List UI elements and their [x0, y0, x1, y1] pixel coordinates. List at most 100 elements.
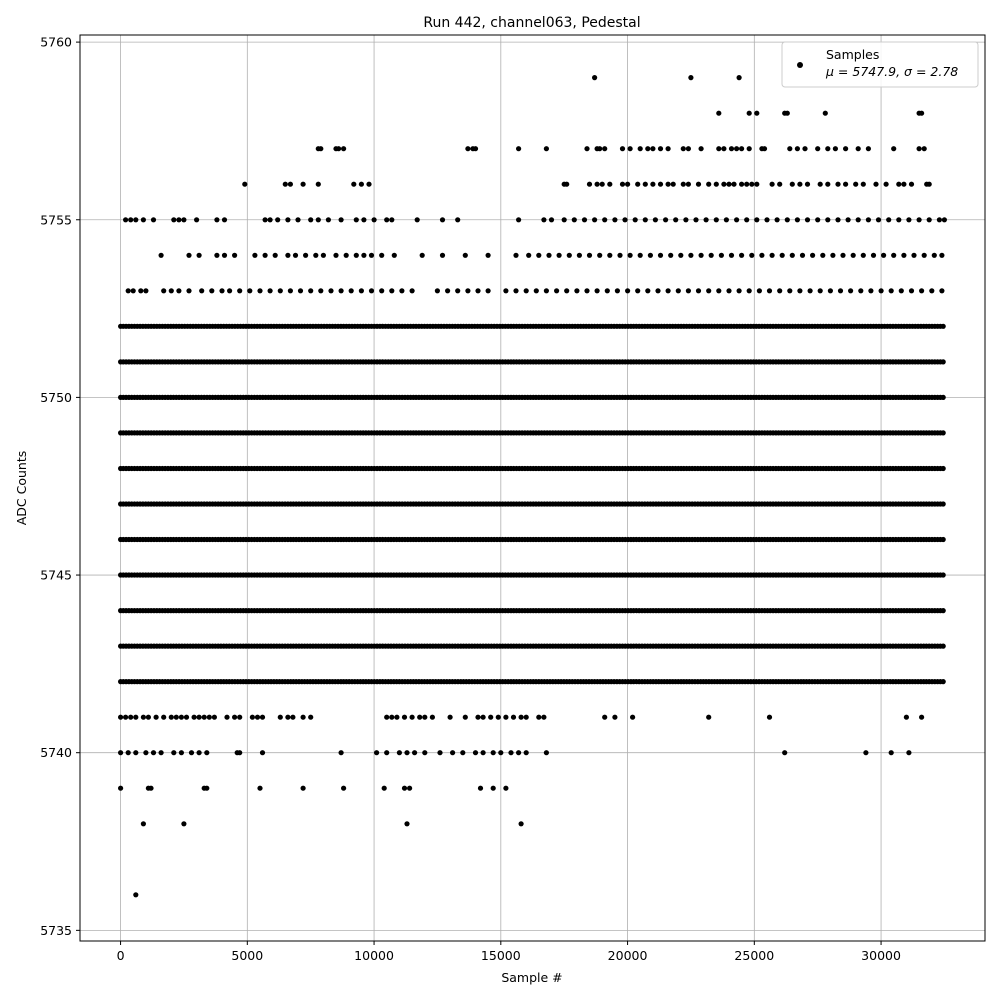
legend: Samples μ = 5747.9, σ = 2.78	[781, 41, 979, 88]
sample-point	[921, 252, 927, 258]
sample-point	[348, 288, 354, 294]
sample-point	[145, 714, 151, 720]
sample-point	[158, 750, 164, 756]
sample-point	[663, 217, 669, 223]
sample-point	[619, 181, 626, 187]
sample-point	[906, 217, 912, 223]
sample-point	[908, 181, 915, 187]
sample-point	[237, 288, 243, 294]
sample-point	[840, 252, 846, 258]
sample-point	[940, 359, 946, 365]
x-tick-label: 0	[117, 948, 125, 963]
sample-point	[635, 181, 641, 187]
y-axis-ticks: 5735 5740 5745 5750 5755 5760	[40, 35, 80, 938]
sample-point	[789, 252, 795, 258]
sample-point	[178, 714, 184, 720]
sample-point	[523, 750, 529, 756]
sample-point	[940, 572, 946, 578]
sample-point	[168, 288, 174, 294]
sample-point	[328, 288, 334, 294]
sample-point	[333, 252, 339, 258]
x-axis-label: Sample #	[501, 970, 562, 985]
sample-point	[389, 217, 395, 223]
sample-point	[556, 252, 562, 258]
sample-point	[439, 252, 446, 258]
sample-point	[368, 288, 375, 294]
sample-point	[576, 252, 583, 258]
sample-point	[843, 181, 849, 187]
sample-point	[384, 714, 390, 720]
x-tick-label: 5000	[231, 948, 263, 963]
sample-point	[188, 750, 195, 756]
sample-point	[625, 181, 631, 187]
sample-point	[371, 217, 377, 223]
sample-point	[911, 252, 917, 258]
sample-point	[290, 714, 296, 720]
sample-point	[341, 146, 347, 152]
sample-point	[219, 288, 225, 294]
sample-point	[123, 714, 129, 720]
x-tick-label: 10000	[354, 948, 394, 963]
sample-point	[285, 252, 291, 258]
sample-point	[204, 750, 210, 756]
sample-point	[703, 217, 709, 223]
sample-point	[784, 217, 790, 223]
sample-point	[366, 181, 372, 187]
sample-point	[901, 252, 907, 258]
sample-point	[338, 750, 344, 756]
sample-point	[249, 714, 255, 720]
sample-point	[744, 181, 750, 187]
sample-point	[863, 750, 869, 756]
sample-point	[262, 252, 268, 258]
sample-point	[282, 181, 288, 187]
sample-point	[513, 252, 519, 258]
sample-point	[746, 146, 752, 152]
sample-point	[404, 750, 410, 756]
sample-point	[921, 146, 927, 152]
sample-point	[237, 714, 243, 720]
sample-point	[754, 110, 760, 116]
sample-point	[196, 714, 202, 720]
sample-point	[541, 714, 547, 720]
sample-point	[495, 714, 501, 720]
sample-point	[176, 288, 182, 294]
sample-point	[878, 288, 884, 294]
sample-point	[731, 181, 737, 187]
sample-point	[919, 714, 925, 720]
sample-point	[379, 252, 385, 258]
sample-point	[807, 288, 813, 294]
sample-point	[744, 217, 750, 223]
sample-point	[130, 288, 136, 294]
sample-point	[401, 785, 408, 791]
sample-point	[797, 181, 803, 187]
y-tick-label: 5760	[40, 35, 72, 50]
sample-point	[343, 252, 349, 258]
sample-point	[695, 288, 702, 294]
sample-point	[619, 146, 626, 152]
sample-point	[941, 217, 948, 223]
sample-point	[685, 146, 692, 152]
sample-point	[523, 288, 529, 294]
sample-point	[300, 714, 306, 720]
sample-point	[810, 252, 816, 258]
sample-point	[287, 181, 293, 187]
sample-point	[940, 643, 946, 649]
sample-point	[232, 252, 238, 258]
sample-point	[518, 821, 524, 827]
y-axis-label: ADC Counts	[14, 451, 29, 526]
sample-point	[929, 288, 935, 294]
sample-point	[766, 714, 773, 720]
sample-point	[381, 785, 387, 791]
sample-point	[908, 288, 915, 294]
sample-point	[713, 181, 719, 187]
sample-point	[143, 288, 149, 294]
sample-point	[150, 217, 157, 223]
sample-point	[221, 252, 228, 258]
sample-point	[384, 217, 390, 223]
sample-point	[201, 714, 207, 720]
sample-point	[774, 217, 780, 223]
sample-point	[325, 217, 331, 223]
sample-point	[257, 785, 263, 791]
sample-point	[128, 217, 134, 223]
